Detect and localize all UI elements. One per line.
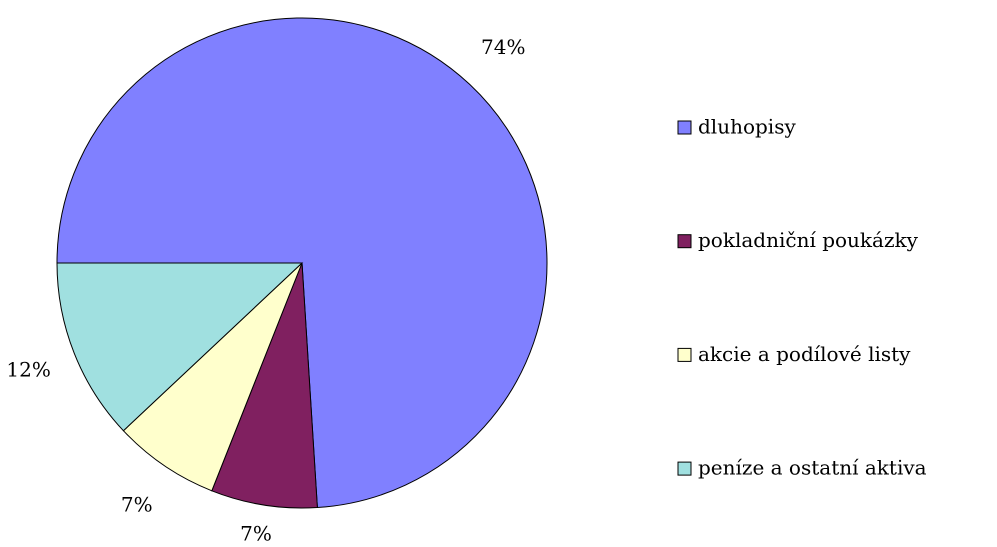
legend-label: akcie a podílové listy bbox=[698, 342, 911, 366]
legend-label: pokladniční poukázky bbox=[698, 228, 919, 252]
legend-swatch bbox=[677, 461, 692, 476]
pie-slice bbox=[122, 262, 303, 492]
data-label: 74% bbox=[481, 35, 525, 59]
data-label: 12% bbox=[6, 358, 50, 382]
data-label: 7% bbox=[121, 493, 153, 517]
legend-swatch bbox=[677, 347, 692, 362]
legend-label: dluhopisy bbox=[698, 115, 796, 139]
pie-slice bbox=[211, 262, 318, 509]
legend-swatch bbox=[677, 234, 692, 249]
legend-swatch bbox=[677, 120, 692, 135]
legend-label: peníze a ostatní aktiva bbox=[698, 456, 927, 480]
data-label: 7% bbox=[240, 522, 272, 546]
pie-slice bbox=[56, 262, 304, 432]
